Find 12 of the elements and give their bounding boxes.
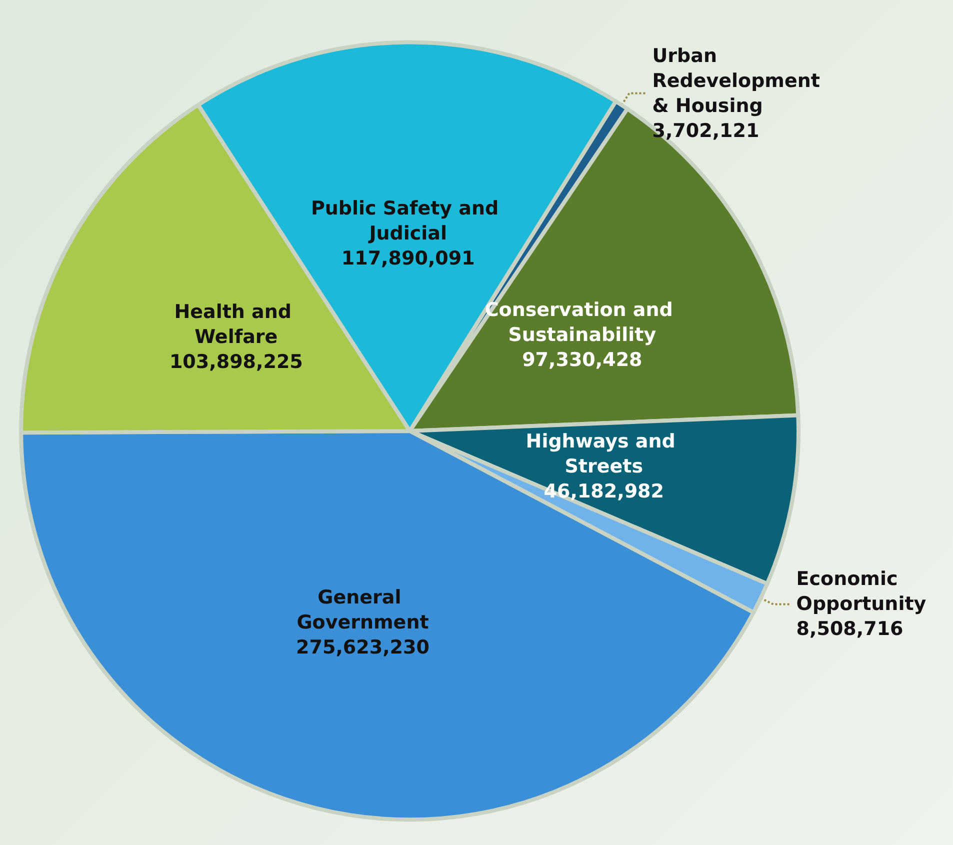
slice-label: General Government <box>296 586 429 634</box>
slice-label: Urban Redevelopment & Housing <box>652 44 827 117</box>
data-label: 117,890,091 <box>341 248 475 270</box>
data-label: 103,898,225 <box>169 351 303 374</box>
data-label: 3,702,121 <box>652 120 760 142</box>
data-label: 97,330,428 <box>522 348 642 371</box>
slice-label: Health and Welfare <box>174 301 298 348</box>
slice-label: Highways and Streets <box>526 430 682 478</box>
slice-label: Public Safety and Judicial <box>310 198 506 245</box>
data-label: 8,508,716 <box>796 618 904 640</box>
data-label: 275,623,230 <box>296 636 430 659</box>
slice-label: Economic Opportunity <box>796 568 927 616</box>
